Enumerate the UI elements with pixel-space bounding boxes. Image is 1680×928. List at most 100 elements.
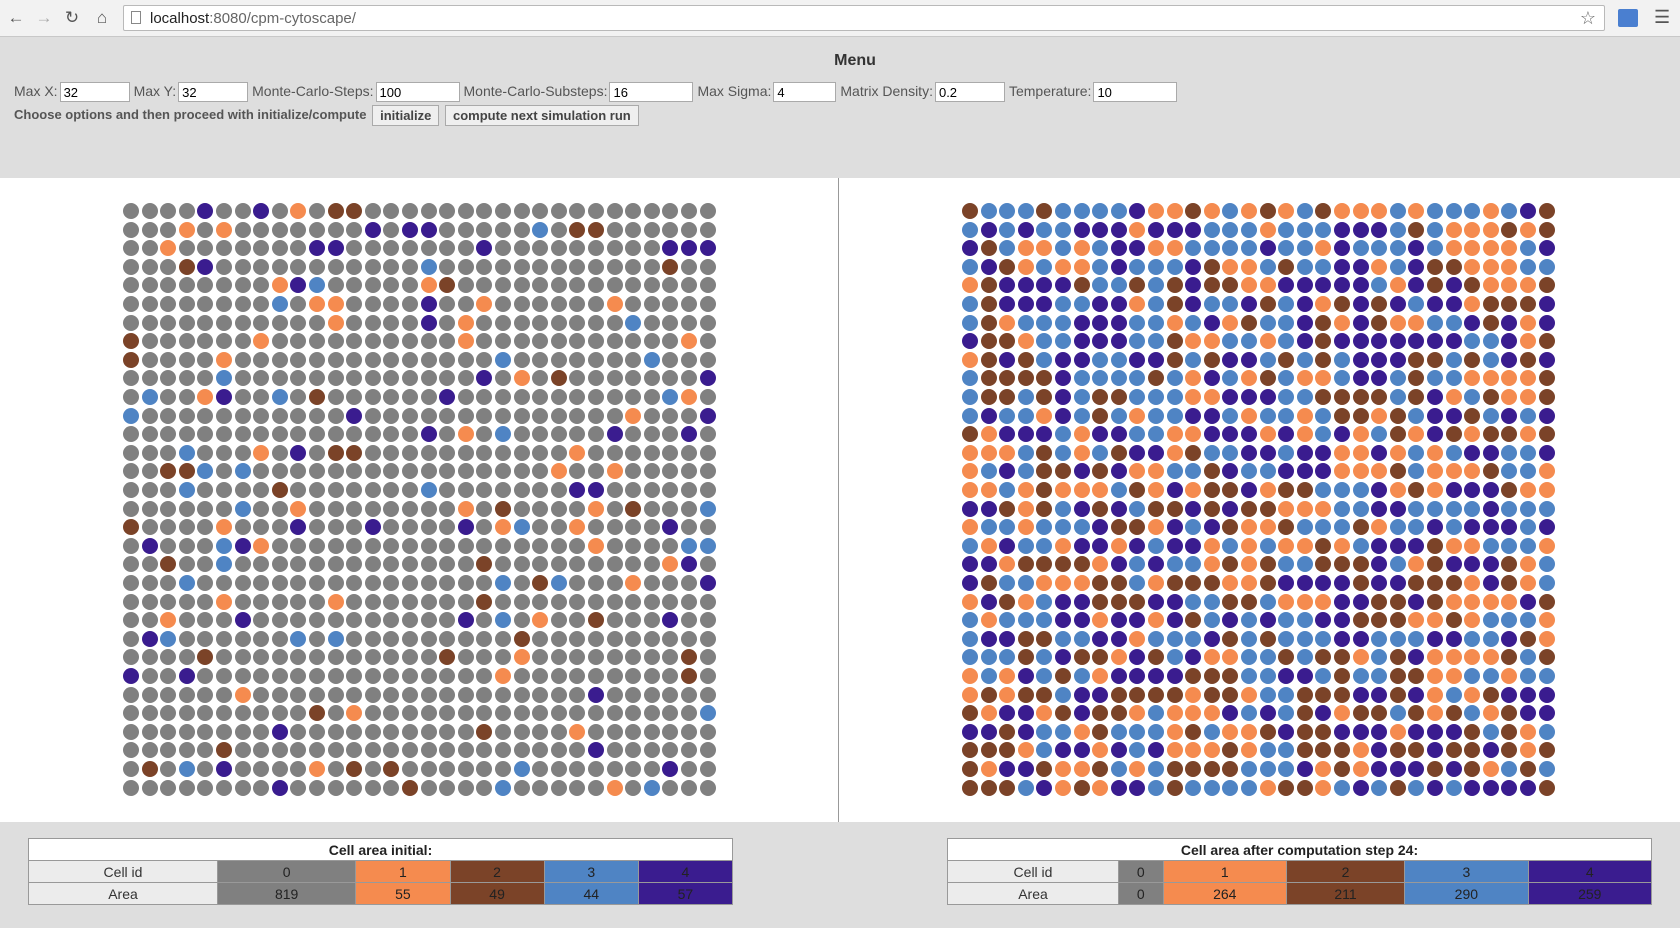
cell-dot <box>980 779 997 796</box>
cell-dot <box>1036 500 1053 517</box>
cell-dot <box>999 668 1016 684</box>
browser-menu-icon[interactable]: ☰ <box>1654 7 1671 27</box>
cell-dot <box>532 203 549 219</box>
cell-dot <box>513 761 530 777</box>
cell-dot <box>1241 742 1257 759</box>
cell-dot <box>1110 258 1127 275</box>
cell-dot <box>1501 761 1518 777</box>
cell-dot <box>699 668 716 684</box>
table-row: Cell id 0 1 2 3 4 <box>947 860 1653 883</box>
cell-dot <box>141 333 158 350</box>
cell-dot <box>1538 668 1555 684</box>
cell-dot <box>1445 463 1462 480</box>
bookmark-star-icon[interactable]: ☆ <box>1579 8 1596 28</box>
cell-dot <box>1259 296 1276 312</box>
cell-dot <box>513 612 530 629</box>
cell-dot <box>1055 482 1071 498</box>
cell-dot <box>1278 519 1295 536</box>
reload-icon[interactable]: ↻ <box>64 8 80 27</box>
cell-dot <box>1092 500 1109 517</box>
param-label: Temperature: <box>1008 82 1092 99</box>
cell-dot <box>439 723 456 740</box>
param-input-3[interactable] <box>609 82 694 102</box>
cell-dot <box>699 742 716 759</box>
home-icon[interactable]: ⌂ <box>96 8 108 27</box>
cell-dot <box>513 240 530 257</box>
param-input-1[interactable] <box>178 82 249 102</box>
cell-dot <box>1408 296 1425 312</box>
cell-dot <box>999 630 1016 647</box>
param-input-4[interactable] <box>773 82 837 102</box>
initialize-button[interactable]: initialize <box>372 105 440 126</box>
forward-icon[interactable]: → <box>35 8 53 27</box>
cell-dot <box>1538 296 1555 312</box>
cell-dot <box>1110 444 1127 461</box>
cell-dot <box>1464 537 1481 554</box>
cell-dot <box>1520 444 1536 461</box>
page-icon <box>131 11 141 24</box>
cell-dot <box>234 203 251 219</box>
cell-dot <box>364 389 381 405</box>
cell-dot <box>216 389 232 405</box>
cell-dot <box>1520 612 1536 629</box>
cell-dot <box>513 314 530 331</box>
cell-dot <box>1315 723 1332 740</box>
cell-dot <box>476 519 493 536</box>
cell-dot <box>1482 593 1499 610</box>
cell-dot <box>643 686 660 703</box>
cell-dot <box>271 296 288 312</box>
param-input-5[interactable] <box>934 82 1005 102</box>
cell-dot <box>1185 630 1202 647</box>
cell-dot <box>234 296 251 312</box>
cell-dot <box>1222 761 1239 777</box>
cell-dot <box>999 537 1016 554</box>
cell-dot <box>271 742 288 759</box>
cell-dot <box>1036 258 1053 275</box>
cell-dot <box>495 296 511 312</box>
cell-dot <box>197 370 214 387</box>
cell-dot <box>1427 593 1443 610</box>
row-label: Area <box>28 882 218 905</box>
cell-dot <box>364 444 381 461</box>
cell-dot <box>253 556 270 573</box>
cell-dot <box>1389 723 1406 740</box>
cell-dot <box>1017 389 1034 405</box>
cell-dot <box>290 277 307 294</box>
cell-dot <box>457 593 474 610</box>
cell-dot <box>1464 221 1481 238</box>
cell-dot <box>141 444 158 461</box>
cell-dot <box>1464 444 1481 461</box>
cell-dot <box>1371 519 1388 536</box>
cell-dot <box>550 389 567 405</box>
cell-dot <box>569 333 586 350</box>
cell-dot <box>569 742 586 759</box>
cell-dot <box>402 537 418 554</box>
cell-dot <box>550 537 567 554</box>
param-input-0[interactable] <box>59 82 130 102</box>
cell-dot <box>662 482 679 498</box>
extension-icon[interactable] <box>1618 9 1638 27</box>
cell-dot <box>1501 370 1518 387</box>
cell-dot <box>1445 779 1462 796</box>
cell-dot <box>962 351 978 368</box>
param-input-6[interactable] <box>1093 82 1178 102</box>
cell-dot <box>1520 761 1536 777</box>
cell-dot <box>1203 389 1220 405</box>
action-bar: Choose options and then proceed with ini… <box>14 105 639 126</box>
compute-button[interactable]: compute next simulation run <box>445 105 639 126</box>
cell-dot <box>216 482 232 498</box>
cell-dot <box>662 575 679 591</box>
param-input-2[interactable] <box>375 82 460 102</box>
cell-dot <box>1352 761 1369 777</box>
cell-dot <box>550 407 567 424</box>
cell-dot <box>309 593 325 610</box>
cell-dot <box>495 705 511 722</box>
cell-dot <box>346 221 363 238</box>
cell-dot <box>1278 612 1295 629</box>
cell-dot <box>271 593 288 610</box>
cell-dot <box>1129 333 1146 350</box>
cell-dot <box>1389 668 1406 684</box>
cell-dot <box>1110 240 1127 257</box>
back-icon[interactable]: ← <box>7 8 25 27</box>
address-bar[interactable]: localhost:8080/cpm-cytoscape/ ☆ <box>123 5 1605 31</box>
